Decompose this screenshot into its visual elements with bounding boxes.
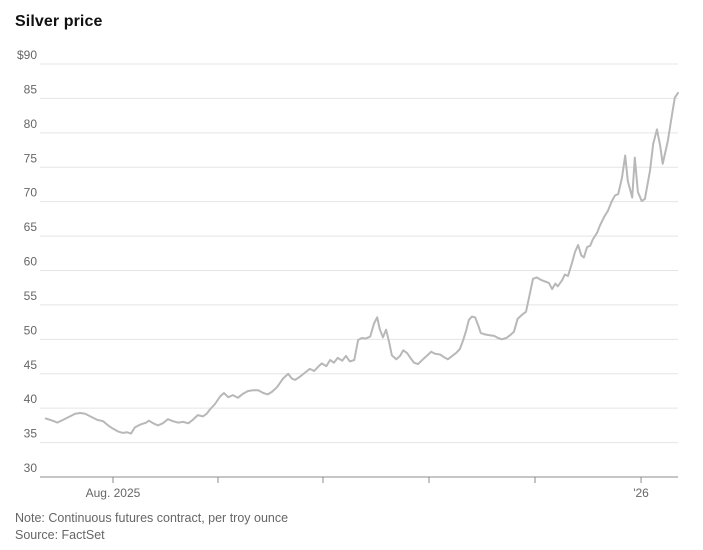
x-axis-label-0: Aug. 2025 [86,486,141,500]
y-axis-label-55: 55 [24,289,38,303]
chart-note: Note: Continuous futures contract, per t… [15,511,289,525]
price-chart-svg: $90 85 80 75 70 65 60 55 50 45 40 35 30 Aug. 2025 '26 [17,48,679,500]
y-axis-label-65: 65 [24,220,38,234]
y-axis-label-75: 75 [24,151,38,165]
y-axis-label-50: 50 [24,323,38,337]
price-line-series-0 [44,91,679,435]
y-axis-label-40: 40 [24,392,38,406]
chart-source: Source: FactSet [15,528,105,542]
y-axis-label-70: 70 [24,186,38,200]
chart-title: Silver price [15,13,103,30]
x-axis-label-5: '26 [633,486,649,500]
y-axis-label-80: 80 [24,117,38,131]
y-axis-label-30: 30 [24,461,38,475]
y-axis-label-35: 35 [24,427,38,441]
y-axis-label-85: 85 [24,82,38,96]
y-axis-label-45: 45 [24,358,38,372]
y-axis-label-90: $90 [17,48,37,62]
y-axis-label-60: 60 [24,255,38,269]
